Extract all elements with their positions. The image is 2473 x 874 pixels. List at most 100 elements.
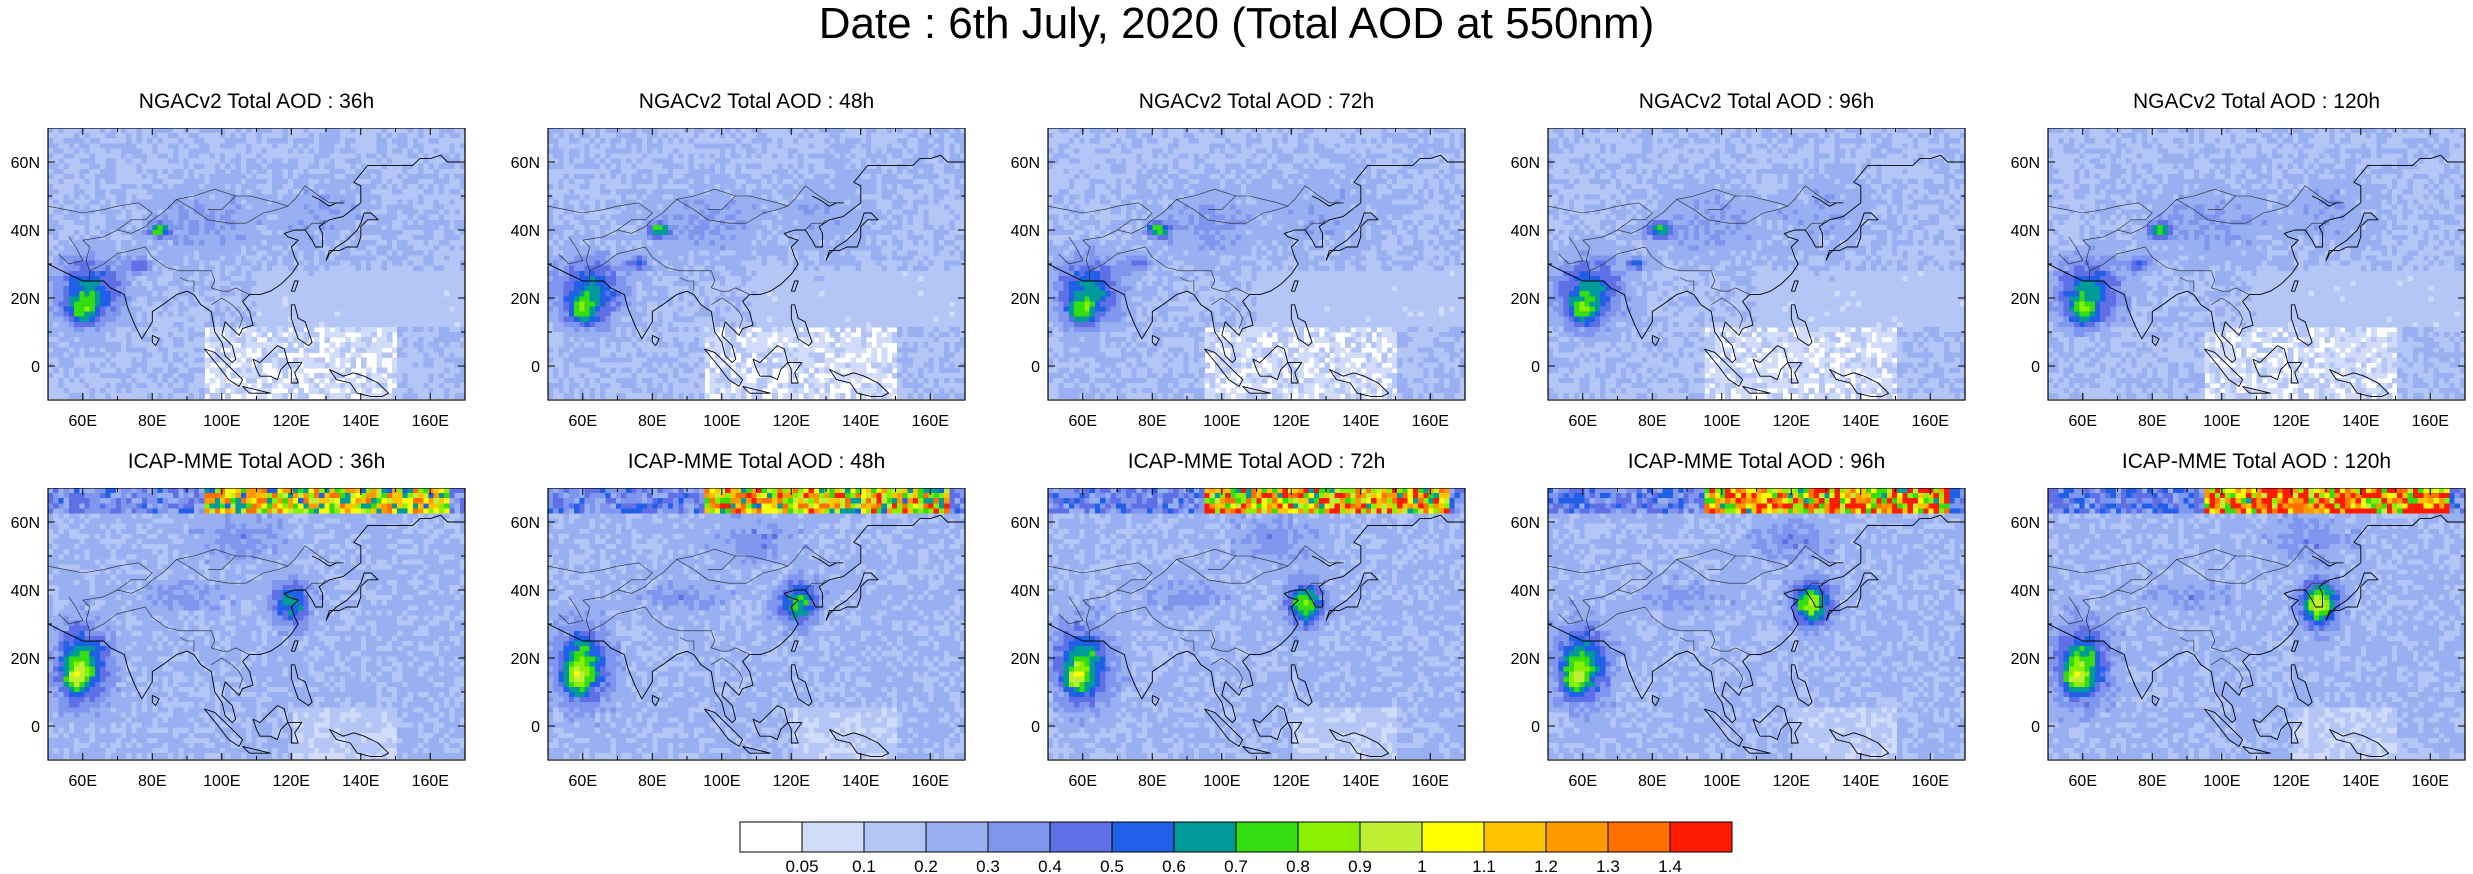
lat-tick-label: 20N	[2011, 651, 2040, 668]
colorbar-box	[1545, 821, 1609, 853]
lon-tick-label: 100E	[1703, 413, 1740, 430]
country-borders	[47, 545, 344, 689]
lon-tick-label: 140E	[342, 773, 379, 790]
lon-tick-label: 140E	[342, 413, 379, 430]
country-borders	[47, 185, 344, 329]
map-panel-ngacv2-1: NGACv2 Total AOD : 36h 60N 40N 20N 0 60E 80E 10…	[0, 90, 485, 432]
lat-tick-label: 0	[31, 359, 40, 376]
lon-tick-label: 140E	[1842, 773, 1879, 790]
axis-ticks	[548, 488, 966, 761]
lon-tick-label: 100E	[203, 773, 240, 790]
lon-tick-label: 160E	[912, 773, 949, 790]
lon-tick-label: 80E	[2138, 413, 2166, 430]
lat-tick-label: 0	[31, 719, 40, 736]
colorbar-box	[1049, 821, 1113, 853]
aod-raster	[2048, 128, 2466, 399]
lon-tick-label: 60E	[569, 773, 597, 790]
map-plot: 60N 40N 20N 0 60E 80E 100E 120E 140E 160E	[11, 488, 466, 790]
colorbar-label: 1.1	[1472, 857, 1496, 874]
map-panel-ngacv2-3: NGACv2 Total AOD : 72h 60N 40N 20N 0 60E 80E 10…	[1000, 90, 1485, 432]
lon-tick-label: 120E	[773, 773, 810, 790]
lon-tick-label: 140E	[2342, 773, 2379, 790]
lon-tick-label: 120E	[273, 413, 310, 430]
lat-tick-label: 60N	[511, 515, 540, 532]
colorbar-label: 0.7	[1224, 857, 1248, 874]
map-plot: 60N 40N 20N 0 60E 80E 100E 120E 140E 160E	[2011, 128, 2466, 430]
lat-tick-label: 60N	[1511, 515, 1540, 532]
panel-title: NGACv2 Total AOD : 120h	[2048, 90, 2465, 114]
map-plot: 60N 40N 20N 0 60E 80E 100E 120E 140E 160E	[511, 488, 966, 790]
country-borders	[2047, 545, 2344, 689]
country-borders	[547, 545, 844, 689]
map-plot: 60N 40N 20N 0 60E 80E 100E 120E 140E 160E	[11, 128, 466, 430]
lon-tick-label: 80E	[638, 413, 666, 430]
lat-tick-label: 20N	[511, 291, 540, 308]
figure-title: Date : 6th July, 2020 (Total AOD at 550n…	[0, 0, 2473, 48]
lat-tick-label: 20N	[2011, 291, 2040, 308]
lon-tick-label: 160E	[2412, 413, 2449, 430]
aod-raster	[48, 488, 466, 759]
map-panel-ngacv2-5: NGACv2 Total AOD : 120h 60N 40N 20N 0 60E 80E 1…	[2000, 90, 2473, 432]
axis-ticks	[48, 488, 466, 761]
lat-tick-label: 40N	[2011, 583, 2040, 600]
lat-tick-label: 0	[2031, 359, 2040, 376]
lon-tick-label: 120E	[273, 773, 310, 790]
panel-title: ICAP-MME Total AOD : 72h	[1048, 450, 1465, 474]
panel-title: ICAP-MME Total AOD : 36h	[48, 450, 465, 474]
lat-tick-label: 40N	[511, 583, 540, 600]
lat-tick-label: 0	[1031, 719, 1040, 736]
colorbar-box	[1359, 821, 1423, 853]
map-panel-icap-mme-1: ICAP-MME Total AOD : 36h 60N 40N 20N 0 60E 80E…	[0, 450, 485, 792]
map-plot: 60N 40N 20N 0 60E 80E 100E 120E 140E 160E	[1511, 488, 1966, 790]
map-plot: 60N 40N 20N 0 60E 80E 100E 120E 140E 160E	[1011, 128, 1466, 430]
lat-tick-label: 40N	[1011, 223, 1040, 240]
colorbar-label: 1	[1417, 857, 1426, 874]
lat-tick-label: 20N	[11, 291, 40, 308]
axis-ticks	[2048, 488, 2466, 761]
lon-tick-label: 60E	[69, 413, 97, 430]
map-panel-ngacv2-4: NGACv2 Total AOD : 96h 60N 40N 20N 0 60E 80E 10…	[1500, 90, 1985, 432]
aod-raster	[1048, 128, 1466, 399]
lat-tick-label: 40N	[2011, 223, 2040, 240]
map-panel-icap-mme-3: ICAP-MME Total AOD : 72h 60N 40N 20N 0 60E 80E…	[1000, 450, 1485, 792]
lon-tick-label: 100E	[1203, 773, 1240, 790]
colorbar-label: 0.5	[1100, 857, 1124, 874]
lat-tick-label: 40N	[11, 223, 40, 240]
axis-ticks	[1048, 488, 1466, 761]
lon-tick-label: 80E	[138, 413, 166, 430]
lon-tick-label: 140E	[842, 413, 879, 430]
colorbar-box	[1111, 821, 1175, 853]
lat-tick-label: 40N	[11, 583, 40, 600]
lon-tick-label: 160E	[412, 773, 449, 790]
panel-title: NGACv2 Total AOD : 36h	[48, 90, 465, 114]
country-borders	[547, 185, 844, 329]
lat-tick-label: 60N	[2011, 515, 2040, 532]
panel-title: NGACv2 Total AOD : 96h	[1548, 90, 1965, 114]
colorbar-label: 0.05	[785, 857, 818, 874]
lat-tick-label: 60N	[11, 515, 40, 532]
lat-tick-label: 20N	[1511, 651, 1540, 668]
map-plot: 60N 40N 20N 0 60E 80E 100E 120E 140E 160E	[1511, 128, 1966, 430]
lon-tick-label: 120E	[1273, 413, 1310, 430]
lon-tick-label: 140E	[2342, 413, 2379, 430]
map-panel-ngacv2-2: NGACv2 Total AOD : 48h 60N 40N 20N 0 60E 80E 10…	[500, 90, 985, 432]
map-panel-icap-mme-4: ICAP-MME Total AOD : 96h 60N 40N 20N 0 60E 80E…	[1500, 450, 1985, 792]
lon-tick-label: 60E	[1069, 773, 1097, 790]
lon-tick-label: 80E	[2138, 773, 2166, 790]
lat-tick-label: 40N	[1511, 223, 1540, 240]
lon-tick-label: 140E	[842, 773, 879, 790]
panel-title: NGACv2 Total AOD : 48h	[548, 90, 965, 114]
country-borders	[1047, 185, 1344, 329]
lat-tick-label: 20N	[1011, 651, 1040, 668]
country-borders	[1547, 185, 1844, 329]
lat-tick-label: 60N	[1511, 155, 1540, 172]
map-plot: 60N 40N 20N 0 60E 80E 100E 120E 140E 160E	[511, 128, 966, 430]
colorbar-label: 0.6	[1162, 857, 1186, 874]
colorbar-box	[1297, 821, 1361, 853]
lon-tick-label: 140E	[1842, 413, 1879, 430]
map-plot: 60N 40N 20N 0 60E 80E 100E 120E 140E 160E	[2011, 488, 2466, 790]
lat-tick-label: 40N	[1011, 583, 1040, 600]
coastlines	[2047, 154, 2465, 401]
lat-tick-label: 60N	[1011, 515, 1040, 532]
colorbar-box	[987, 821, 1051, 853]
